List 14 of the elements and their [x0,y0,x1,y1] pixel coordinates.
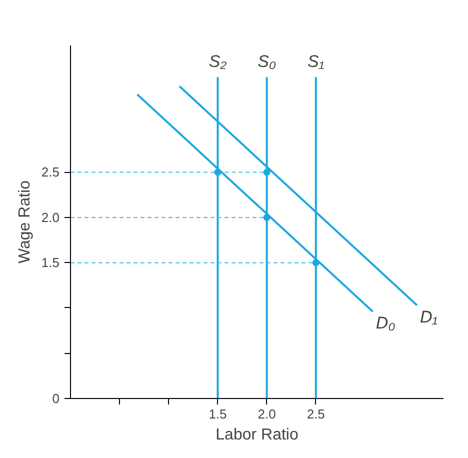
series-label: D₁ [420,307,438,326]
series-label: D₀ [376,314,396,333]
y-tick-label: 1.5 [41,255,60,270]
x-tick-label: 1.5 [208,406,227,422]
x-tick-label: 2.0 [258,406,276,422]
y-tick-label: 0 [52,391,60,406]
series-label: S₁ [308,52,324,72]
series-label: S₂ [208,52,228,72]
y-tick-label: 2.5 [41,164,60,180]
y-tick-label: 2.0 [41,210,60,225]
x-axis-title: Labor Ratio [216,426,298,444]
y-axis-title: Wage Ratio [16,180,34,264]
x-tick-label: 2.5 [306,406,325,422]
series-label: S₀ [258,52,276,72]
